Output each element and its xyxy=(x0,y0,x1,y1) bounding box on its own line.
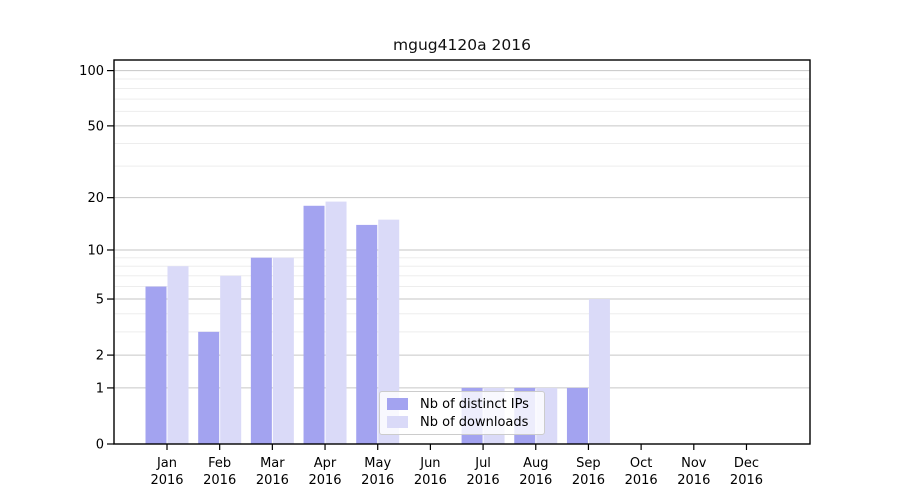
x-axis-tick-label-year: 2016 xyxy=(308,473,341,488)
x-axis-tick-label-year: 2016 xyxy=(467,473,500,488)
plot-border xyxy=(113,59,811,445)
y-axis-tick-label: 20 xyxy=(87,191,104,206)
y-axis-tick-label: 50 xyxy=(87,119,104,134)
x-axis-tick-label-year: 2016 xyxy=(150,473,183,488)
y-axis-tick-label: 100 xyxy=(79,64,104,79)
x-axis-tick-label-year: 2016 xyxy=(519,473,552,488)
x-axis-tick-label-month: Dec xyxy=(734,456,759,471)
bar-distinct-ips-jan xyxy=(145,286,167,444)
x-axis-tick-label-year: 2016 xyxy=(730,473,763,488)
chart-title: mgug4120a 2016 xyxy=(393,36,531,54)
bar-distinct-ips-feb xyxy=(198,331,220,444)
x-axis-tick-label-month: Aug xyxy=(523,456,548,471)
bar-downloads-may xyxy=(378,219,400,444)
x-axis-tick-label-month: Sep xyxy=(576,456,601,471)
x-axis-tick-label-month: Nov xyxy=(681,456,707,471)
legend-label-downloads: Nb of downloads xyxy=(420,414,529,430)
x-axis-tick-label-year: 2016 xyxy=(361,473,394,488)
y-axis-tick-label: 2 xyxy=(96,349,104,364)
x-axis-tick-label-year: 2016 xyxy=(203,473,236,488)
x-axis-tick-label-month: Jun xyxy=(419,456,440,471)
x-axis-tick-label-month: Jul xyxy=(474,456,491,471)
x-axis-tick-label-month: Jan xyxy=(156,456,177,471)
x-axis-tick-label-month: May xyxy=(364,456,391,471)
bar-distinct-ips-mar xyxy=(250,257,272,444)
x-axis-tick-label-year: 2016 xyxy=(677,473,710,488)
x-axis-tick-label-year: 2016 xyxy=(414,473,447,488)
x-axis-tick-label-year: 2016 xyxy=(256,473,289,488)
x-axis-tick-label-year: 2016 xyxy=(625,473,658,488)
legend-item-distinct-ips: Nb of distinct IPs xyxy=(380,397,544,412)
legend-item-downloads: Nb of downloads xyxy=(380,415,544,430)
bar-downloads-mar xyxy=(272,257,294,444)
legend-swatch-distinct-ips xyxy=(387,398,408,410)
bar-downloads-jan xyxy=(167,266,189,444)
legend: Nb of distinct IPs Nb of downloads xyxy=(379,391,545,435)
bar-distinct-ips-may xyxy=(356,224,378,444)
bar-distinct-ips-sep xyxy=(566,387,588,444)
x-axis-tick-label-year: 2016 xyxy=(572,473,605,488)
bar-downloads-apr xyxy=(325,201,347,444)
y-axis-tick-label: 0 xyxy=(96,438,104,453)
bar-distinct-ips-apr xyxy=(303,205,325,444)
x-axis-tick-label-month: Apr xyxy=(314,456,337,471)
legend-swatch-downloads xyxy=(387,416,408,428)
y-axis-tick-label: 1 xyxy=(96,381,104,396)
x-axis-tick-label-month: Feb xyxy=(208,456,231,471)
y-axis-tick-label: 5 xyxy=(96,293,104,308)
bar-downloads-sep xyxy=(588,299,610,444)
x-axis-tick-label-month: Oct xyxy=(630,456,652,471)
x-axis-tick-label-month: Mar xyxy=(260,456,285,471)
y-axis-tick-label: 10 xyxy=(87,243,104,258)
bar-downloads-feb xyxy=(220,275,242,444)
legend-label-distinct-ips: Nb of distinct IPs xyxy=(420,396,529,412)
